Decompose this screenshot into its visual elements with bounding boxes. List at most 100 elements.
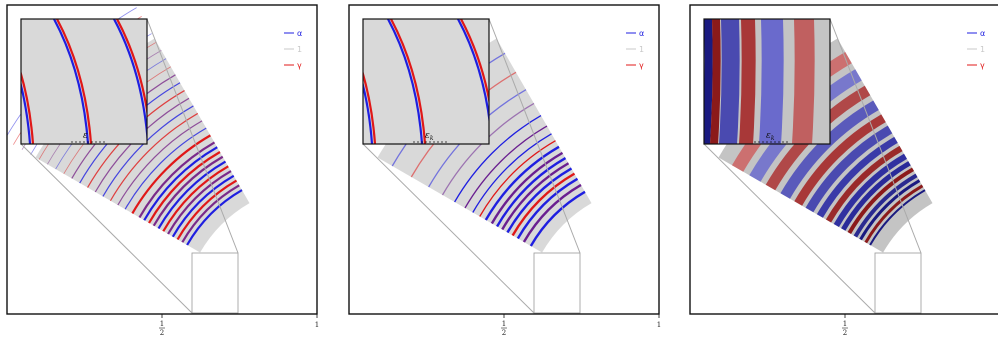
zoom-connector xyxy=(488,18,581,254)
ring-arc xyxy=(117,120,203,206)
ring-arc xyxy=(522,183,582,243)
legend-label: γ xyxy=(639,61,644,70)
ring-arc xyxy=(148,151,221,224)
ring-arc xyxy=(152,155,224,227)
inset-curve-gamma xyxy=(363,70,377,144)
ring-arc xyxy=(841,161,911,231)
inset-band xyxy=(710,19,721,144)
ring-arc xyxy=(109,112,199,202)
zoom-connector xyxy=(146,18,239,254)
ring-arc xyxy=(484,145,560,221)
ring-arc xyxy=(157,160,227,230)
ring-arc xyxy=(805,125,893,213)
inset-band xyxy=(719,19,740,144)
ring-arc xyxy=(176,179,238,241)
inset-band xyxy=(759,19,784,144)
ring-arc xyxy=(454,115,542,203)
inset-plot xyxy=(704,19,830,144)
ring-arc xyxy=(167,170,232,235)
ring-arc xyxy=(162,165,229,232)
ring-arc xyxy=(529,190,586,247)
legend-label: α xyxy=(297,29,302,38)
ring-arc xyxy=(847,167,915,235)
inset-plot xyxy=(21,19,147,144)
zoom-connector xyxy=(829,18,922,254)
ring-arc xyxy=(506,167,573,234)
inset-band xyxy=(739,19,756,144)
inset-curve-alpha xyxy=(21,80,32,144)
ring-arc xyxy=(472,133,552,213)
ring-arc xyxy=(496,157,567,228)
legend-label: α xyxy=(980,29,985,38)
x-tick-label-half-den: 2 xyxy=(502,329,506,337)
inset-curve-alpha xyxy=(113,19,147,144)
inset-frame xyxy=(362,18,490,145)
inset-background xyxy=(21,19,147,144)
ring-arc xyxy=(864,184,924,244)
ring-arc xyxy=(501,162,570,231)
legend: α 1 γ xyxy=(626,29,644,70)
ring-arc xyxy=(816,136,898,218)
inset-curve-alpha xyxy=(53,19,90,144)
zoom-connector xyxy=(20,143,193,314)
inset-curve-alpha xyxy=(387,19,424,144)
ring-arc xyxy=(186,189,243,246)
ring-arc xyxy=(859,179,921,241)
inset-curve-gamma xyxy=(21,70,35,144)
x-tick-label-half-num: 1 xyxy=(843,320,847,328)
inset-curve-gamma xyxy=(56,19,93,144)
ring-arc xyxy=(780,100,879,199)
inset-curve-alpha xyxy=(457,19,489,126)
legend-label: 1 xyxy=(980,45,985,54)
zoom-connector xyxy=(703,143,876,314)
inset-band xyxy=(704,19,713,144)
epsilon-subscript: k xyxy=(771,135,775,142)
zoom-region xyxy=(533,252,581,314)
ring-arc xyxy=(869,189,926,246)
x-tick-label-half-den: 2 xyxy=(160,329,164,337)
ring-arc xyxy=(490,151,564,225)
inset-curve-alpha xyxy=(363,80,374,144)
ring-arc xyxy=(131,134,211,214)
ring-arc xyxy=(853,173,918,238)
ring-arc xyxy=(102,105,194,197)
zoom-region xyxy=(191,252,239,314)
inset-curve-gamma xyxy=(390,19,427,144)
ring-arc xyxy=(171,174,235,238)
x-tick-label-one: 1 xyxy=(315,321,319,329)
legend-label: γ xyxy=(980,61,985,70)
x-tick-label-half-num: 1 xyxy=(160,320,164,328)
ring-arc xyxy=(464,125,548,209)
inset-curve-gamma xyxy=(116,19,147,118)
inset-curve-gamma xyxy=(460,19,489,105)
epsilon-label: ε xyxy=(83,131,88,141)
zoom-connector xyxy=(362,143,535,314)
inset-plot xyxy=(363,19,489,144)
ring-arc xyxy=(143,146,218,221)
legend-label: 1 xyxy=(639,45,644,54)
ring-arc xyxy=(124,127,207,210)
epsilon-label: εk xyxy=(425,131,434,142)
legend-label: 1 xyxy=(297,45,302,54)
legend-label: γ xyxy=(297,61,302,70)
ring-arc xyxy=(138,141,216,219)
x-tick-label-half-num: 1 xyxy=(502,320,506,328)
epsilon-label: εk xyxy=(766,131,775,142)
legend: α 1 γ xyxy=(967,29,985,70)
ring-arc xyxy=(511,172,576,237)
inset-band xyxy=(792,19,815,144)
epsilon-subscript: k xyxy=(430,135,434,142)
ring-arc xyxy=(181,184,240,243)
ring-arc xyxy=(516,177,579,240)
x-tick-label-one: 1 xyxy=(657,321,661,329)
ring-arc xyxy=(794,114,886,206)
inset-frame xyxy=(703,18,831,145)
ring-arc xyxy=(825,145,903,223)
legend: α 1 γ xyxy=(284,29,302,70)
x-tick-label-half-den: 2 xyxy=(843,329,847,337)
inset-frame xyxy=(20,18,148,145)
ring-arc xyxy=(833,153,908,228)
